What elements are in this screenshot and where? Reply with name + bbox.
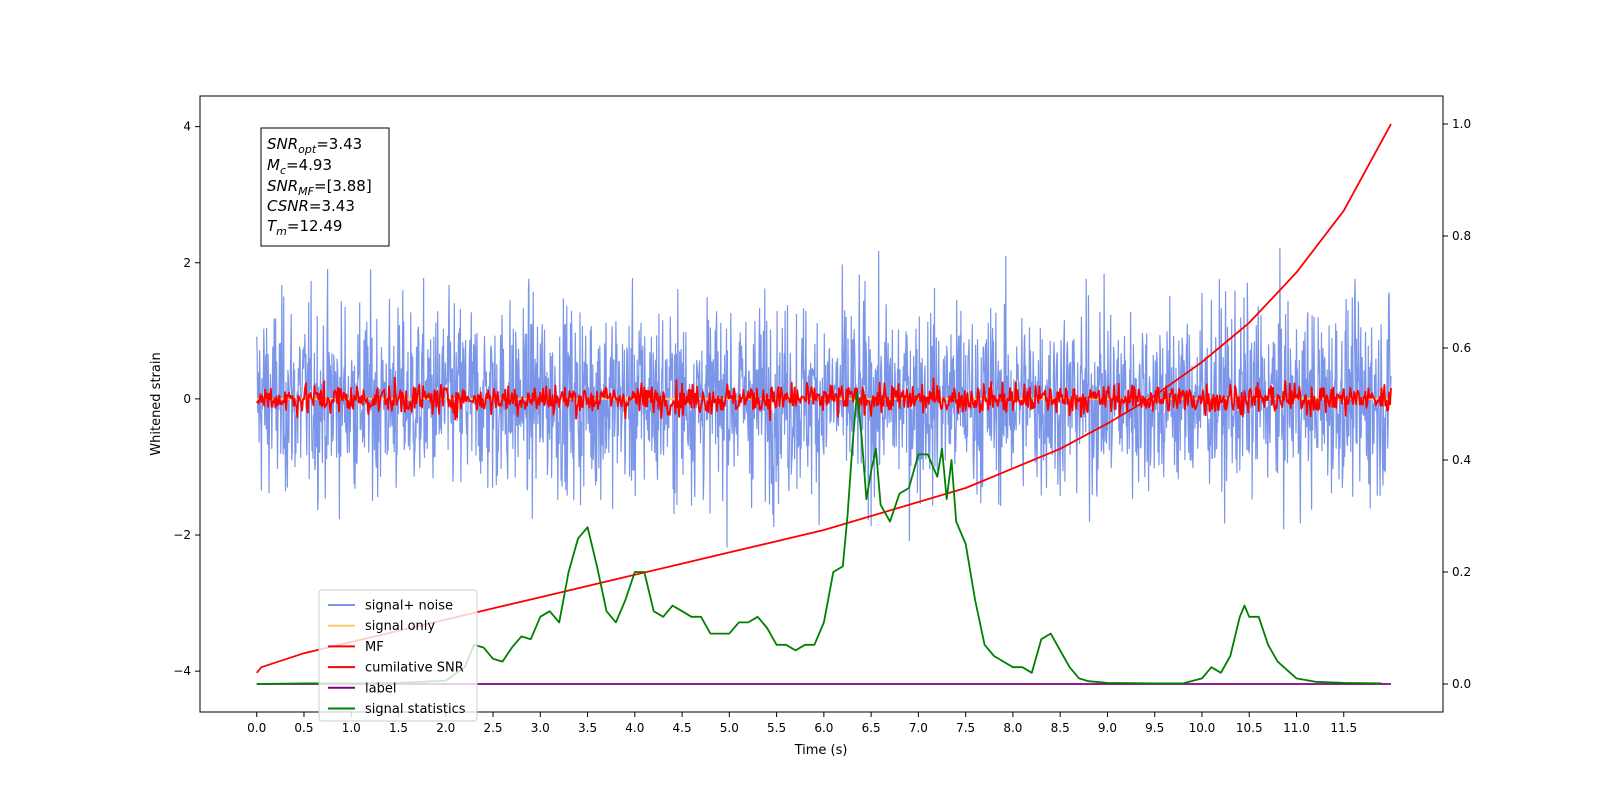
y-tick-label: 2 bbox=[183, 256, 191, 270]
x-axis-label: Time (s) bbox=[794, 743, 848, 758]
x-tick-label: 3.0 bbox=[531, 721, 550, 735]
x-tick-label: 4.0 bbox=[625, 721, 644, 735]
x-tick-label: 10.0 bbox=[1189, 721, 1216, 735]
info-csnr: CSNR=3.43 bbox=[267, 197, 355, 215]
y2-tick-label: 0.2 bbox=[1452, 565, 1471, 579]
x-tick-label: 1.5 bbox=[389, 721, 408, 735]
y-tick-label: 4 bbox=[183, 120, 191, 134]
legend-label-signal-only: signal only bbox=[365, 619, 435, 634]
info-snr-opt: SNRopt=3.43 bbox=[267, 135, 362, 156]
x-tick-label: 8.5 bbox=[1051, 721, 1070, 735]
x-tick-label: 3.5 bbox=[578, 721, 597, 735]
legend-frame bbox=[318, 589, 478, 722]
info-snr-mf: SNRMF=[3.88] bbox=[267, 177, 372, 198]
x-tick-label: 4.5 bbox=[673, 721, 692, 735]
y2-tick-label: 1.0 bbox=[1452, 117, 1471, 131]
x-tick-label: 2.0 bbox=[436, 721, 455, 735]
x-tick-label: 6.0 bbox=[814, 721, 833, 735]
legend-label-signal-noise: signal+ noise bbox=[365, 599, 453, 614]
x-tick-label: 9.0 bbox=[1098, 721, 1117, 735]
y-tick-label: −2 bbox=[173, 528, 191, 542]
y-axis-right: 0.0 0.2 0.4 0.6 0.8 1.0 bbox=[1443, 117, 1471, 691]
x-tick-label: 0.5 bbox=[294, 721, 313, 735]
x-tick-label: 8.0 bbox=[1003, 721, 1022, 735]
y2-tick-label: 0.4 bbox=[1452, 453, 1471, 467]
info-tm: Tm=12.49 bbox=[267, 217, 342, 238]
x-tick-label: 5.0 bbox=[720, 721, 739, 735]
x-tick-label: 11.5 bbox=[1330, 721, 1357, 735]
y-tick-label: −4 bbox=[173, 664, 191, 678]
x-tick-label: 2.5 bbox=[483, 721, 502, 735]
axes-frame bbox=[199, 95, 1444, 713]
info-box: SNRopt=3.43 Mc=4.93 SNRMF=[3.88] CSNR=3.… bbox=[260, 127, 390, 247]
y2-tick-label: 0.6 bbox=[1452, 341, 1471, 355]
y-axis-label: Whitened strain bbox=[149, 352, 164, 455]
x-tick-label: 1.0 bbox=[342, 721, 361, 735]
y2-tick-label: 0.8 bbox=[1452, 229, 1471, 243]
x-tick-label: 0.0 bbox=[247, 721, 266, 735]
x-tick-label: 11.0 bbox=[1283, 721, 1310, 735]
legend-label-mf: MF bbox=[365, 640, 384, 655]
x-tick-label: 6.5 bbox=[862, 721, 881, 735]
x-axis: 0.0 0.5 1.0 1.5 2.0 2.5 3.0 3.5 4.0 4.5 5.0 5.5 6.0 6… bbox=[247, 712, 1357, 735]
y-tick-label: 0 bbox=[183, 392, 191, 406]
mf-line bbox=[255, 376, 1392, 422]
x-tick-label: 9.5 bbox=[1145, 721, 1164, 735]
info-box-frame bbox=[260, 127, 390, 247]
signal-noise-line bbox=[256, 247, 1392, 548]
y2-tick-label: 0.0 bbox=[1452, 677, 1471, 691]
legend-label-signal-statistics: signal statistics bbox=[365, 702, 466, 717]
x-tick-label: 7.0 bbox=[909, 721, 928, 735]
info-chirp-mass: Mc=4.93 bbox=[267, 156, 332, 177]
x-tick-label: 5.5 bbox=[767, 721, 786, 735]
x-tick-label: 10.5 bbox=[1236, 721, 1263, 735]
x-tick-label: 7.5 bbox=[956, 721, 975, 735]
y-axis-left: −4 −2 0 2 4 bbox=[173, 120, 200, 678]
legend: signal+ noise signal only MF cumilative SNR… bbox=[318, 589, 478, 722]
legend-label-cumilative-snr: cumilative SNR bbox=[365, 661, 464, 676]
legend-label-label: label bbox=[365, 681, 396, 696]
signal-statistics-line bbox=[256, 391, 1382, 685]
